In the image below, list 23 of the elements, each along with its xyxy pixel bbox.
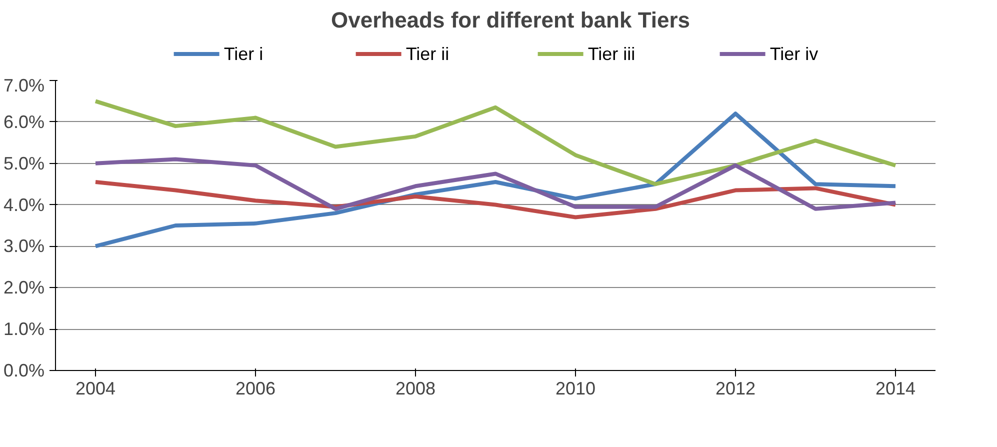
y-tick-label: 3.0% [3, 236, 45, 256]
y-tick-label: 1.0% [3, 319, 45, 340]
legend-label: Tier iii [588, 44, 636, 64]
y-tick-label: 5.0% [3, 153, 45, 174]
chart-title: Overheads for different bank Tiers [330, 8, 690, 32]
x-tick-label: 2006 [235, 378, 276, 398]
line-series [94, 99, 898, 186]
x-tick-label: 2012 [715, 378, 756, 398]
y-tick-label: 6.0% [3, 112, 45, 132]
line-series [94, 112, 898, 248]
line-series [94, 180, 898, 220]
x-tick-label: 2014 [875, 378, 916, 398]
line-series [94, 157, 898, 211]
legend-label: Tier i [224, 44, 264, 64]
y-tick-label: 7.0% [3, 76, 45, 96]
x-tick-label: 2010 [555, 378, 596, 398]
y-tick-label: 4.0% [3, 194, 45, 215]
x-tick-label: 2008 [395, 378, 436, 398]
x-tick-label: 2004 [75, 378, 116, 398]
y-tick-label: 0.0% [3, 360, 45, 380]
legend-label: Tier iv [770, 44, 818, 64]
legend-label: Tier ii [406, 44, 450, 64]
y-tick-label: 2.0% [3, 278, 45, 298]
